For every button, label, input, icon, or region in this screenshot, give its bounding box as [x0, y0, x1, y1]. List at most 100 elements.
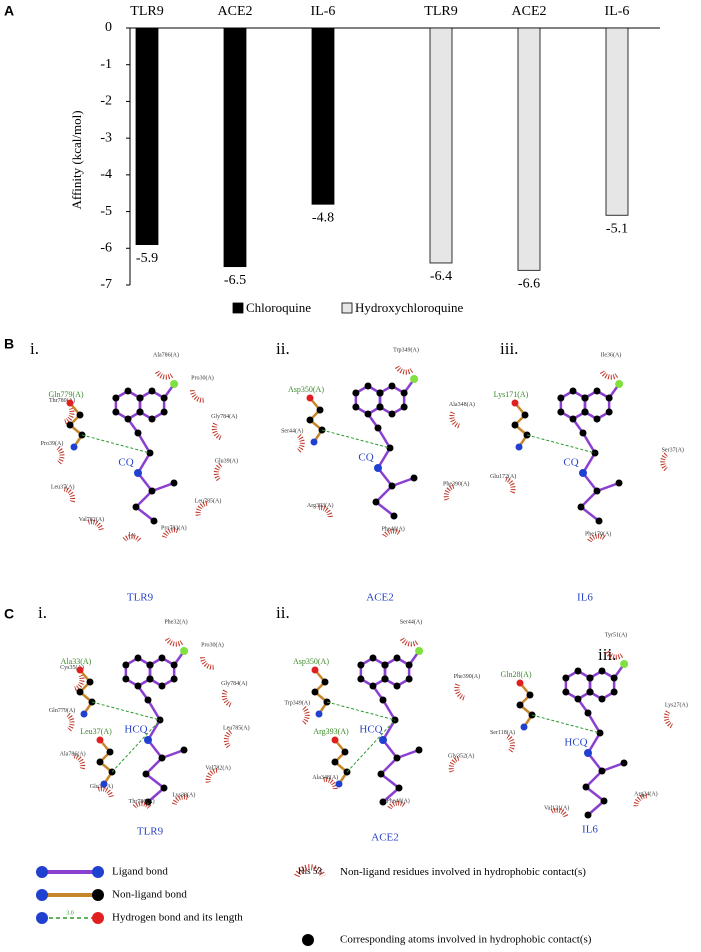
bond	[596, 481, 620, 493]
atom	[557, 394, 565, 402]
value-label: -5.1	[606, 221, 628, 236]
atom	[415, 746, 423, 754]
atom	[376, 389, 384, 397]
hydrophobic-arc	[394, 364, 414, 375]
atom	[605, 408, 613, 416]
atom	[352, 403, 360, 411]
bond	[375, 501, 395, 517]
atom	[388, 482, 396, 490]
diagram-numeral: i.	[30, 339, 39, 358]
residue-label: Trp349(A)	[284, 700, 310, 707]
residue-label: Glu39(A)	[215, 457, 238, 464]
atom	[598, 667, 606, 675]
atom	[600, 797, 608, 805]
atom	[357, 661, 365, 669]
value-label: -6.4	[430, 269, 452, 284]
atom	[388, 410, 396, 418]
bond	[376, 427, 392, 449]
diagram-numeral: iii.	[500, 339, 518, 358]
residue-label: Ala33(A)	[61, 657, 92, 666]
residue-label: Ala786(A)	[60, 750, 86, 757]
atom	[562, 674, 570, 682]
atom	[106, 748, 114, 756]
atom	[405, 675, 413, 683]
target-label: ACE2	[366, 592, 394, 604]
atom	[595, 517, 603, 525]
hbond	[321, 429, 391, 449]
atom	[598, 767, 606, 775]
atom	[610, 688, 618, 696]
hydrophobic-arc	[633, 793, 649, 807]
hydrophobic-arc	[443, 483, 456, 501]
residue-label: Asp350(A)	[293, 657, 329, 666]
ligand-label: CQ	[118, 457, 133, 469]
residue-label: Gly784(A)	[211, 413, 237, 420]
residue-label: Trp349(A)	[393, 346, 419, 353]
hydrophobic-arc	[164, 636, 184, 647]
y-tick-label: -4	[100, 167, 112, 182]
interaction-diagram: iii. CQ IL6 Ile36(A) Ser37(A) Phe170(A) Glu172…	[490, 339, 684, 604]
atom	[376, 403, 384, 411]
target-label: ACE2	[371, 832, 399, 844]
hbond	[91, 701, 161, 721]
atom	[134, 469, 142, 477]
atom	[76, 666, 84, 674]
legend-samples	[36, 864, 326, 946]
residue-label: Leu785(A)	[223, 724, 250, 731]
atom	[132, 503, 140, 511]
bond	[135, 490, 153, 508]
residue-label: Arg393(A)	[307, 502, 334, 509]
bond	[380, 757, 398, 775]
hydrophobic-arc	[505, 476, 516, 495]
atom	[515, 443, 523, 451]
residue-label: Glu172(A)	[490, 473, 516, 480]
bond	[580, 490, 598, 508]
atom	[112, 408, 120, 416]
atom	[390, 512, 398, 520]
atom	[511, 399, 519, 407]
residue-label: Gly352(A)	[448, 752, 474, 759]
bond	[375, 485, 393, 503]
bar	[135, 27, 159, 246]
residue-label: Ala348(A)	[312, 774, 338, 781]
atom	[393, 654, 401, 662]
hydrophobic-arc	[73, 674, 85, 692]
y-tick-label: -6	[100, 241, 112, 256]
atom	[76, 688, 84, 696]
residue-label: Ser44(A)	[400, 618, 422, 625]
atom	[170, 380, 179, 388]
atom	[395, 784, 403, 792]
residue-label: Phe32(A)	[164, 618, 187, 625]
hydrophobic-arc	[318, 505, 333, 519]
hydrophobic-arc	[87, 519, 104, 532]
interaction-diagram: i. HCQ TLR9 Phe32(A) Pro30(A) Gly784(A) Leu785…	[38, 603, 250, 838]
atom	[124, 415, 132, 423]
atom	[335, 780, 343, 788]
atom	[321, 678, 329, 686]
atom	[124, 387, 132, 395]
ligand-label: HCQ	[359, 724, 382, 736]
bond	[135, 506, 155, 522]
atom	[577, 503, 585, 511]
legend-residue: His 53	[298, 866, 322, 876]
panel-letter: C	[4, 606, 14, 622]
residue-label: Phe40(A)	[386, 797, 409, 804]
legend-text: Ligand bond	[112, 866, 168, 878]
atom	[158, 682, 166, 690]
atom	[180, 746, 188, 754]
hydrophobic-arc	[73, 753, 86, 771]
legend-label: Hydroxychloroquine	[355, 300, 464, 315]
atom	[593, 415, 601, 423]
atom	[615, 380, 624, 388]
legend-swatch	[232, 302, 244, 314]
residue-label: Leu785(A)	[195, 498, 222, 505]
hydrophobic-arc	[63, 486, 76, 504]
y-tick-label: -1	[100, 57, 112, 72]
residue-label: Lys38(A)	[172, 791, 195, 798]
hydrophobic-arc	[660, 451, 669, 472]
atom	[76, 411, 84, 419]
hydrophobic-arc	[200, 655, 214, 670]
atom	[516, 701, 524, 709]
residue-label: Ala348(A)	[449, 401, 475, 408]
residue-label: Arg24(A)	[634, 790, 658, 797]
